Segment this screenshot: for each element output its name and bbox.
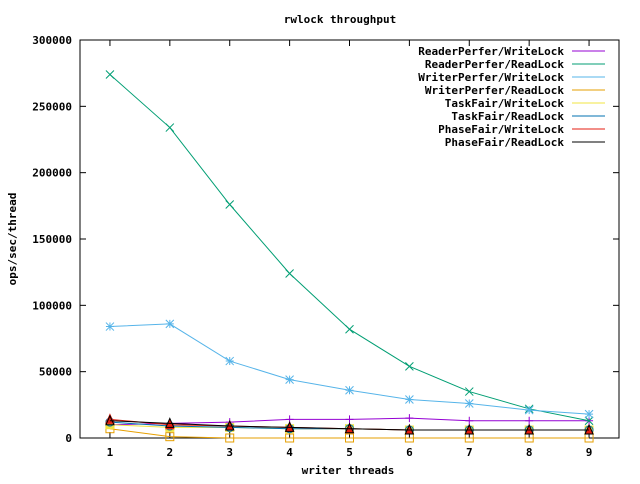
legend-label: WriterPerfer/WriteLock bbox=[418, 71, 564, 84]
x-tick-label: 8 bbox=[526, 446, 533, 459]
data-point bbox=[165, 418, 175, 430]
data-point bbox=[285, 375, 294, 384]
y-tick-label: 150000 bbox=[32, 233, 72, 246]
data-point bbox=[285, 269, 294, 278]
y-tick-label: 200000 bbox=[32, 167, 72, 180]
data-point bbox=[105, 414, 115, 426]
y-tick-label: 50000 bbox=[39, 366, 72, 379]
x-axis-label: writer threads bbox=[302, 464, 395, 477]
series-line bbox=[109, 420, 590, 431]
legend-label: ReaderPerfer/ReadLock bbox=[425, 58, 564, 71]
data-point bbox=[524, 423, 534, 435]
legend-label: ReaderPerfer/WriteLock bbox=[418, 45, 564, 58]
data-point bbox=[165, 417, 175, 428]
data-point bbox=[464, 399, 474, 408]
data-point bbox=[584, 409, 594, 419]
y-tick-label: 300000 bbox=[32, 34, 72, 47]
x-tick-label: 1 bbox=[107, 446, 114, 459]
data-point bbox=[105, 70, 115, 79]
x-tick-label: 6 bbox=[406, 446, 413, 459]
data-point bbox=[165, 319, 175, 329]
data-point bbox=[524, 405, 534, 415]
y-tick-label: 0 bbox=[65, 432, 72, 445]
legend-label: PhaseFair/WriteLock bbox=[438, 123, 564, 136]
x-tick-label: 5 bbox=[346, 446, 353, 459]
data-point bbox=[105, 322, 115, 331]
data-point bbox=[165, 123, 175, 132]
data-point bbox=[225, 433, 235, 443]
legend-label: TaskFair/WriteLock bbox=[445, 97, 565, 110]
x-tick-label: 2 bbox=[167, 446, 174, 459]
data-point bbox=[344, 422, 355, 434]
legend-label: TaskFair/ReadLock bbox=[451, 110, 564, 123]
legend-label: PhaseFair/ReadLock bbox=[445, 136, 565, 149]
series-phasefair-readlock bbox=[105, 414, 594, 435]
x-tick-label: 9 bbox=[586, 446, 593, 459]
data-point bbox=[225, 200, 235, 209]
data-point bbox=[165, 432, 175, 442]
series-line bbox=[109, 428, 590, 439]
data-point bbox=[464, 387, 474, 396]
y-axis-label: ops/sec/thread bbox=[6, 193, 19, 286]
data-point bbox=[225, 356, 235, 366]
data-point bbox=[345, 415, 354, 424]
data-point bbox=[345, 324, 354, 334]
data-point bbox=[345, 385, 354, 395]
data-point bbox=[285, 433, 295, 443]
series-writerperfer-writelock bbox=[105, 319, 594, 419]
data-point bbox=[345, 433, 354, 443]
data-point bbox=[284, 421, 295, 432]
legend-label: WriterPerfer/ReadLock bbox=[425, 84, 564, 97]
data-point bbox=[525, 416, 534, 425]
data-point bbox=[405, 395, 414, 404]
x-tick-label: 7 bbox=[466, 446, 473, 459]
x-tick-label: 3 bbox=[226, 446, 233, 459]
chart-title: rwlock throughput bbox=[284, 13, 397, 26]
series-readerperfer-readlock bbox=[105, 70, 594, 426]
data-point bbox=[224, 419, 235, 431]
data-point bbox=[584, 423, 594, 435]
x-tick-label: 4 bbox=[286, 446, 293, 459]
data-point bbox=[464, 423, 475, 435]
y-tick-label: 100000 bbox=[32, 299, 72, 312]
series-line bbox=[109, 323, 590, 415]
data-point bbox=[405, 414, 414, 423]
data-point bbox=[465, 416, 474, 425]
data-point bbox=[404, 423, 415, 435]
y-tick-label: 250000 bbox=[32, 100, 72, 113]
data-point bbox=[584, 416, 594, 426]
data-point bbox=[405, 362, 414, 371]
